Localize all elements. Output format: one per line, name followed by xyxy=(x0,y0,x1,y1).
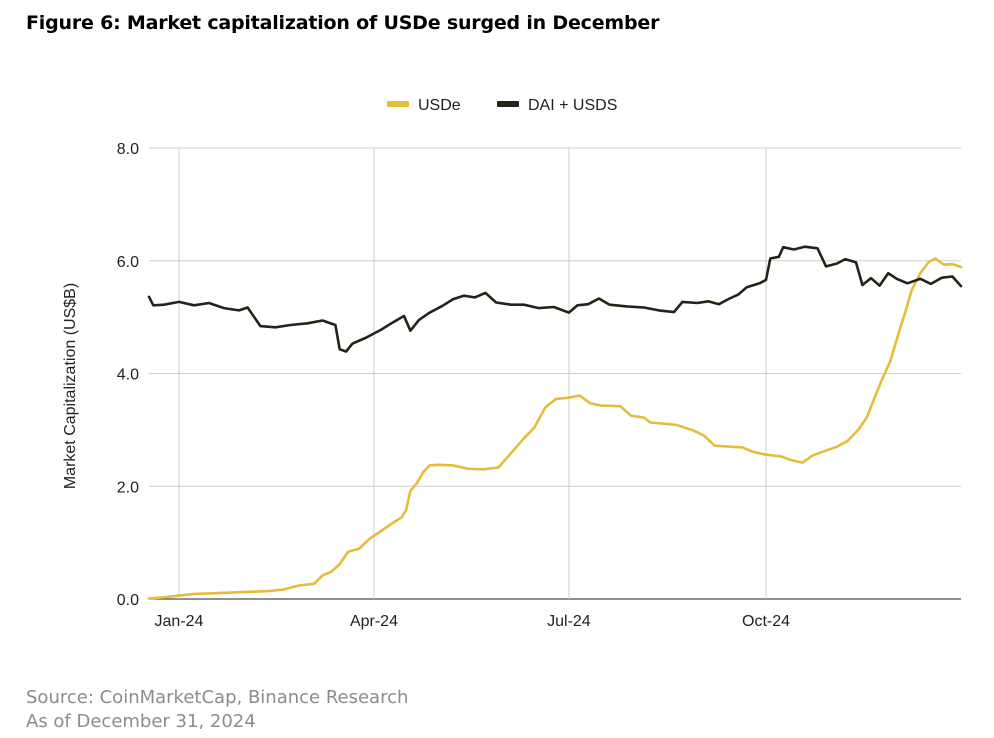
y-axis: 0.0 2.0 4.0 6.0 8.0 xyxy=(117,141,139,609)
gridlines xyxy=(149,147,961,600)
series-lines xyxy=(147,245,963,600)
x-tick-label: Jan-24 xyxy=(155,613,204,630)
source-text: Source: CoinMarketCap, Binance Research xyxy=(26,687,409,708)
y-tick-label: 0.0 xyxy=(117,592,139,609)
source-note: Source: CoinMarketCap, Binance Research … xyxy=(26,686,408,734)
x-tick-label: Oct-24 xyxy=(742,613,790,630)
legend-swatch xyxy=(497,101,519,107)
figure-title: Figure 6: Market capitalization of USDe … xyxy=(26,12,660,34)
y-tick-label: 4.0 xyxy=(117,367,139,384)
y-axis-label: Market Capitalization (US$B) xyxy=(62,283,79,489)
legend-swatch xyxy=(387,101,409,107)
y-tick-label: 8.0 xyxy=(117,141,139,158)
y-tick-label: 2.0 xyxy=(117,479,139,496)
y-tick-label: 6.0 xyxy=(117,254,139,271)
x-tick-label: Jul-24 xyxy=(547,613,591,630)
series-line-dai-usds xyxy=(147,245,963,353)
legend-label: USDe xyxy=(418,97,461,114)
x-tick-label: Apr-24 xyxy=(350,613,398,630)
as-of-date: As of December 31, 2024 xyxy=(26,711,256,732)
line-chart: 0.0 2.0 4.0 6.0 8.0 Jan-24 Apr-24 Jul-24 Oct-24… xyxy=(62,97,963,630)
x-axis: Jan-24 Apr-24 Jul-24 Oct-24 xyxy=(155,613,791,630)
series-line-usde xyxy=(147,257,963,600)
legend-label: DAI + USDS xyxy=(528,97,617,114)
legend: USDe DAI + USDS xyxy=(387,97,617,114)
